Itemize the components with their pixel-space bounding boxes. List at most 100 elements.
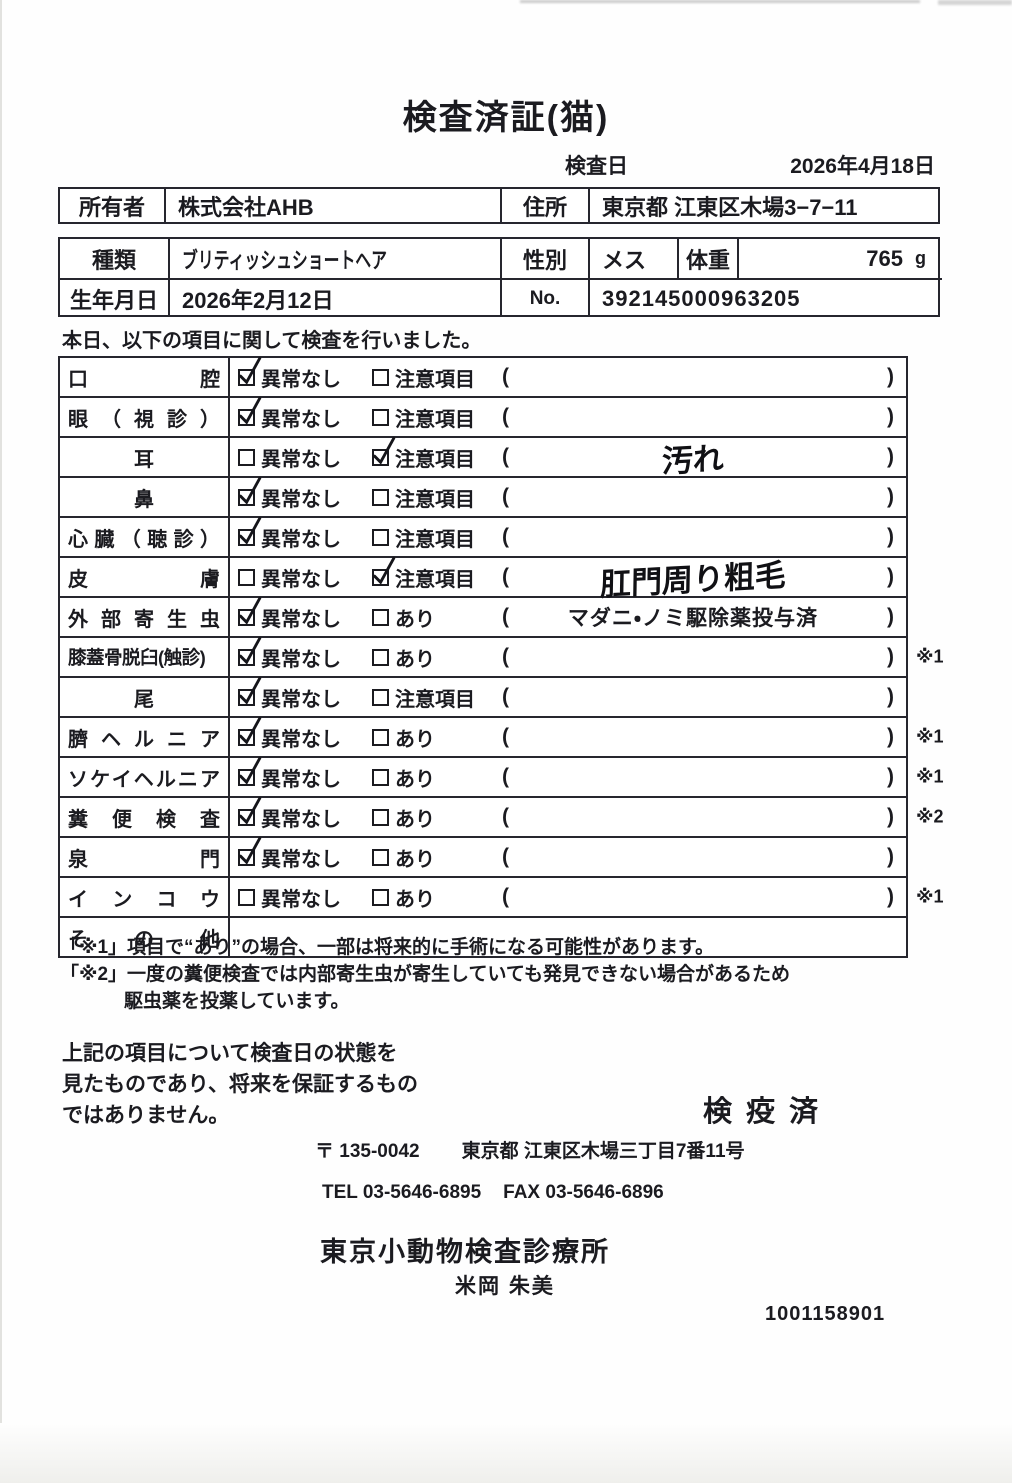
exam-option: あり xyxy=(372,798,435,836)
exam-option: 異常なし xyxy=(238,756,341,796)
exam-option: 注意項目 xyxy=(372,518,475,556)
footnote-mark: ※1 xyxy=(916,886,944,907)
exam-row: 泉門 異常なし あり () xyxy=(60,836,906,878)
exam-note: 肛門周り粗毛 xyxy=(522,555,864,603)
weight-unit: g xyxy=(915,248,926,268)
clinic-postal-line: 〒 135-0042 東京都 江東区木場三丁目7番11号 xyxy=(315,1136,745,1163)
exam-option-label: 異常なし xyxy=(261,888,341,911)
paren-close: ) xyxy=(887,845,894,868)
page-title: 検査済証(猫) xyxy=(402,99,610,137)
statement-line: 本日、以下の項目に関して検査を行いました。 xyxy=(62,330,482,352)
birthdate-label: 生年月日 xyxy=(60,280,170,317)
checkbox-checked-icon xyxy=(238,756,262,786)
paren-open: ( xyxy=(502,885,509,908)
paren-open: ( xyxy=(502,405,509,428)
paren-close: ) xyxy=(887,405,894,428)
checkbox-checked-icon xyxy=(372,436,396,466)
checkbox-checked-icon xyxy=(238,796,262,826)
paren-close: ) xyxy=(887,445,894,468)
exam-item-cell: 尾 xyxy=(60,678,230,716)
exam-option: あり xyxy=(372,838,435,876)
number-label: No. xyxy=(502,280,590,317)
checkbox-icon xyxy=(372,728,389,746)
exam-option: 異常なし xyxy=(238,596,341,636)
exam-option: 異常なし xyxy=(238,836,341,876)
exam-option: 注意項目 xyxy=(372,358,475,396)
paren-open: ( xyxy=(502,725,509,748)
exam-row: 外部寄生虫 異常なし あり (マダニ・ノミ駆除薬投与済) xyxy=(60,596,906,638)
disclaimer-line: ではありません。 xyxy=(62,1104,230,1127)
checkbox-checked-icon xyxy=(238,516,262,546)
checkbox-checked-icon xyxy=(238,356,262,386)
exam-option: あり xyxy=(372,638,435,676)
exam-item-label: インコウ xyxy=(68,888,220,911)
exam-row: 眼（視診） 異常なし 注意項目 () xyxy=(60,396,906,438)
exam-option-label: 異常なし xyxy=(261,848,341,871)
paren-open: ( xyxy=(502,365,509,388)
sex-label: 性別 xyxy=(502,239,590,280)
exam-option-label: あり xyxy=(395,728,435,751)
exam-item-label: 鼻 xyxy=(134,488,154,511)
exam-item-label: 尾 xyxy=(134,688,154,711)
exam-row: 心臓（聴診） 異常なし 注意項目 () xyxy=(60,516,906,558)
paren-open: ( xyxy=(502,565,509,588)
checkbox-icon xyxy=(238,888,255,906)
birthdate-value: 2026年2月12日 xyxy=(170,280,502,317)
scan-artifact xyxy=(0,0,2,1483)
exam-option-label: あり xyxy=(395,768,435,791)
exam-option-label: 異常なし xyxy=(261,728,341,751)
checkbox-checked-icon xyxy=(372,556,396,586)
exam-option: あり xyxy=(372,758,435,796)
exam-option: 異常なし xyxy=(238,558,341,596)
owner-table: 所有者 株式会社AHB 住所 東京都 江東区木場3−7−11 xyxy=(58,187,940,224)
exam-row: 臍ヘルニア 異常なし あり () ※1 xyxy=(60,716,944,758)
footnote-mark: ※1 xyxy=(916,726,944,747)
address-value: 東京都 江東区木場3−7−11 xyxy=(602,194,858,220)
exam-option: あり xyxy=(372,598,435,636)
paren-open: ( xyxy=(502,445,509,468)
exam-option: 異常なし xyxy=(238,476,341,516)
exam-option: 異常なし xyxy=(238,796,341,836)
exam-item-cell: 皮膚 xyxy=(60,558,230,596)
breed-value: ブリティッシュショートヘア xyxy=(170,239,502,280)
handwritten-note: 汚れ xyxy=(661,440,725,480)
exam-option-label: 注意項目 xyxy=(395,368,475,391)
exam-item-cell: 糞便検査 xyxy=(60,798,230,836)
exam-option: 注意項目 xyxy=(372,436,475,476)
paren-close: ) xyxy=(887,365,894,388)
checkbox-icon xyxy=(238,448,255,466)
exam-option: 異常なし xyxy=(238,356,341,396)
exam-option-label: あり xyxy=(395,848,435,871)
exam-option: あり xyxy=(372,878,435,916)
quarantine-stamp: 検疫済 xyxy=(703,1096,833,1128)
paren-open: ( xyxy=(502,645,509,668)
exam-row: 糞便検査 異常なし あり () ※2 xyxy=(60,796,944,838)
paren-close: ) xyxy=(887,685,894,708)
exam-item-label: 泉門 xyxy=(68,848,220,871)
scan-artifact xyxy=(0,1423,1012,1483)
exam-option-label: あり xyxy=(395,608,435,631)
breed-label: 種類 xyxy=(60,239,170,280)
clinic-name: 東京小動物検査診療所 xyxy=(320,1237,610,1267)
exam-option: 異常なし xyxy=(238,676,341,716)
exam-option-label: あり xyxy=(395,648,435,671)
exam-option-label: 異常なし xyxy=(261,448,341,471)
paren-open: ( xyxy=(502,765,509,788)
printed-note: マダニ・ノミ駆除薬投与済 xyxy=(567,607,819,630)
exam-option-label: 注意項目 xyxy=(395,568,475,591)
checkbox-checked-icon xyxy=(238,676,262,706)
footnote-line: 駆虫薬を投薬しています。 xyxy=(124,991,350,1012)
exam-row: 膝蓋骨脱臼(触診) 異常なし あり () ※1 xyxy=(60,636,944,678)
exam-item-label: 糞便検査 xyxy=(68,808,220,831)
paren-close: ) xyxy=(887,605,894,628)
paren-close: ) xyxy=(887,525,894,548)
paren-close: ) xyxy=(887,565,894,588)
exam-option-label: 異常なし xyxy=(261,768,341,791)
clinic-postal: 〒 135-0042 xyxy=(315,1141,420,1162)
paren-open: ( xyxy=(502,845,509,868)
exam-option-label: 注意項目 xyxy=(395,408,475,431)
exam-option-label: 異常なし xyxy=(261,608,341,631)
address-label: 住所 xyxy=(502,189,590,222)
handwritten-note: 肛門周り粗毛 xyxy=(599,557,787,603)
exam-option: 注意項目 xyxy=(372,556,475,596)
